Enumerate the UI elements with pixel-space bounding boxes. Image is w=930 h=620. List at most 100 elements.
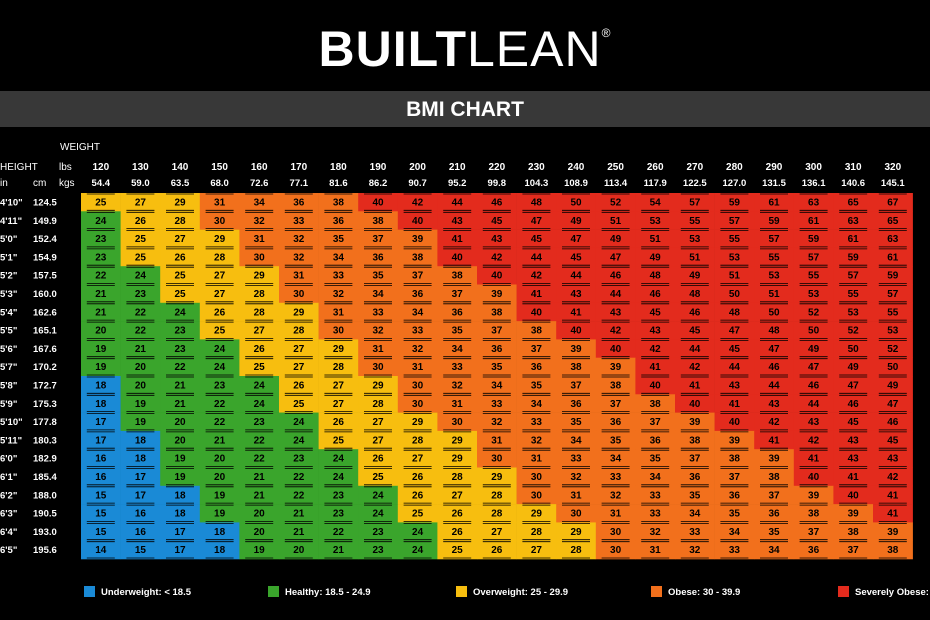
bmi-value: 44 [531, 252, 543, 263]
bmi-value: 26 [293, 381, 305, 392]
bmi-cell [516, 449, 557, 468]
bmi-value: 34 [372, 289, 384, 300]
weight-kgs-label: 145.1 [881, 178, 905, 189]
bmi-cell [81, 522, 121, 541]
bmi-cell [595, 266, 636, 285]
bmi-value: 46 [650, 289, 662, 300]
bmi-cell [833, 247, 874, 267]
bmi-cell [81, 211, 121, 230]
bmi-cell [477, 504, 517, 523]
bmi-cell [318, 412, 359, 432]
weight-lbs-label: 230 [528, 162, 545, 173]
bmi-cell [477, 394, 517, 413]
height-cm-label: 185.4 [33, 472, 57, 483]
bmi-value: 20 [214, 454, 226, 465]
bmi-cell [754, 266, 795, 285]
bmi-cell [754, 467, 795, 487]
bmi-value: 35 [610, 435, 622, 446]
legend-label: Healthy: 18.5 - 24.9 [285, 587, 371, 598]
bmi-cell [556, 522, 597, 541]
bmi-cell [318, 321, 359, 340]
bmi-cell [477, 247, 517, 267]
bmi-cell [397, 504, 438, 523]
bmi-value: 20 [254, 527, 266, 538]
bmi-value: 37 [570, 381, 582, 392]
bmi-cell [754, 302, 795, 322]
bmi-cell [160, 376, 201, 395]
bmi-value: 27 [452, 490, 464, 501]
bmi-value: 45 [531, 234, 543, 245]
height-cm-label: 167.6 [33, 344, 57, 355]
bmi-value: 16 [135, 527, 147, 538]
bmi-cell [358, 430, 399, 450]
bmi-cell [754, 339, 795, 358]
bmi-value: 32 [531, 435, 543, 446]
bmi-value: 22 [135, 307, 147, 318]
bmi-cell [199, 284, 240, 304]
bmi-cell [239, 247, 280, 267]
bmi-value: 30 [610, 527, 622, 538]
bmi-value: 45 [689, 326, 701, 337]
bmi-value: 31 [610, 509, 622, 520]
bmi-value: 20 [254, 509, 266, 520]
bmi-cell [120, 394, 161, 413]
bmi-cell [279, 376, 319, 395]
bmi-cell [397, 467, 438, 487]
bmi-cell [635, 540, 676, 560]
bmi-cell [556, 321, 597, 340]
bmi-cell [595, 485, 636, 505]
height-in-label: 5'6" [0, 344, 17, 355]
weight-lbs-label: 280 [726, 162, 743, 173]
bmi-value: 49 [610, 234, 622, 245]
bmi-cell [754, 376, 795, 395]
bmi-value: 19 [174, 472, 186, 483]
bmi-cell [397, 211, 438, 230]
bmi-cell [81, 467, 121, 487]
weight-header: WEIGHT [60, 142, 100, 153]
bmi-value: 55 [848, 289, 860, 300]
bmi-value: 20 [174, 435, 186, 446]
legend-swatch [268, 586, 279, 597]
bmi-value: 43 [570, 289, 582, 300]
bmi-cell [754, 540, 795, 560]
bmi-value: 27 [293, 344, 305, 355]
bmi-value: 24 [333, 454, 345, 465]
bmi-cell [714, 193, 755, 212]
bmi-value: 41 [808, 454, 820, 465]
bmi-value: 31 [254, 234, 266, 245]
bmi-cell [120, 540, 161, 560]
weight-lbs-label: 140 [172, 162, 189, 173]
bmi-value: 45 [570, 252, 582, 263]
bmi-cell [714, 339, 755, 358]
bmi-cell [199, 394, 240, 413]
weight-lbs-label: 130 [132, 162, 149, 173]
bmi-cell [635, 412, 676, 432]
bmi-value: 36 [372, 252, 384, 263]
bmi-value: 49 [570, 216, 582, 227]
bmi-value: 38 [570, 362, 582, 373]
bmi-cell [516, 284, 557, 304]
bmi-cell [833, 211, 874, 230]
bmi-cell [477, 229, 517, 249]
bmi-value: 27 [531, 545, 543, 556]
bmi-value: 52 [848, 326, 860, 337]
bmi-value: 35 [531, 381, 543, 392]
height-in-label: 6'2" [0, 490, 17, 501]
bmi-cell [754, 522, 795, 541]
bmi-cell [199, 376, 240, 395]
bmi-cell [358, 193, 399, 212]
bmi-value: 31 [412, 362, 424, 373]
bmi-cell [477, 430, 517, 450]
bmi-value: 20 [293, 545, 305, 556]
bmi-cell [120, 504, 161, 523]
bmi-cell [279, 540, 319, 560]
bmi-cell [81, 449, 121, 468]
bmi-value: 42 [768, 417, 780, 428]
bmi-cell [635, 376, 676, 395]
bmi-value: 49 [848, 362, 860, 373]
bmi-value: 33 [491, 399, 503, 410]
bmi-value: 28 [372, 399, 384, 410]
bmi-cell [516, 193, 557, 212]
bmi-value: 22 [214, 417, 226, 428]
bmi-value: 25 [174, 271, 186, 282]
